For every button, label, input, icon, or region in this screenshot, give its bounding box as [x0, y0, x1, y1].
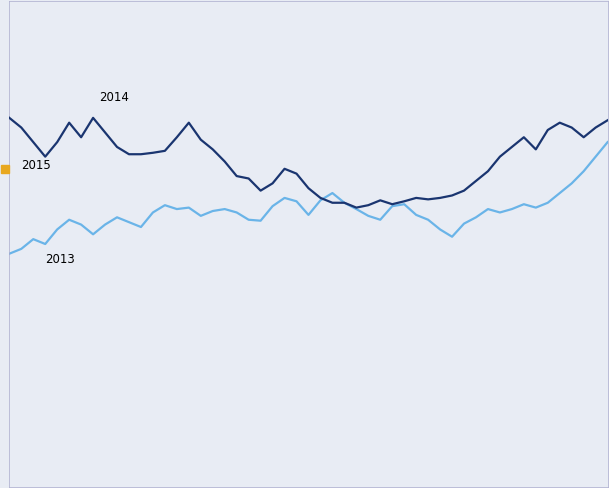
Text: 2013: 2013	[45, 253, 75, 266]
Text: 2015: 2015	[21, 159, 51, 172]
Text: 2014: 2014	[99, 91, 129, 104]
